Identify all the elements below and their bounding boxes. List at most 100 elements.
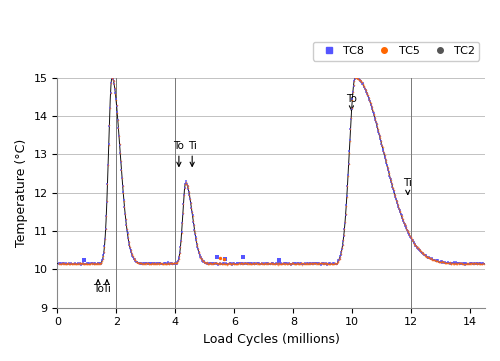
Point [126,245,134,251]
Point [414,245,422,251]
Point [258,260,266,266]
Point [476,260,484,266]
Point [344,173,352,179]
Point [319,261,327,266]
Point [394,203,402,208]
Point [440,260,448,265]
Point [412,243,420,248]
Point [381,156,389,161]
Point [120,204,128,210]
Point [270,261,278,266]
Point [444,260,452,266]
Point [310,260,318,266]
Point [362,87,370,93]
Point [154,260,162,266]
Point [170,260,177,266]
Point [81,261,89,267]
Point [72,261,80,267]
Point [434,259,442,265]
Point [208,260,216,266]
Point [114,117,122,123]
Point [350,78,358,84]
Point [268,261,276,267]
Point [210,261,218,266]
Point [202,260,210,266]
Point [106,91,114,96]
Point [256,261,264,266]
Point [174,259,182,265]
Text: To: To [92,280,104,293]
Point [110,78,118,84]
Point [110,78,118,84]
Point [216,261,224,267]
Point [466,260,474,266]
Point [248,261,256,267]
Point [212,260,220,266]
Point [302,261,310,267]
Point [133,260,141,265]
Point [335,257,343,262]
Point [415,247,423,252]
Point [98,260,106,266]
Point [206,261,214,266]
Point [363,90,371,96]
Point [272,261,280,267]
Point [97,260,105,266]
Point [416,248,424,254]
Point [298,261,306,267]
Point [193,241,201,247]
Point [189,219,197,225]
Point [444,260,452,266]
Point [186,192,194,198]
Point [304,260,312,266]
Point [314,261,322,267]
Point [354,76,362,82]
Point [224,261,232,267]
Point [479,260,487,266]
Point [422,253,430,258]
Point [195,251,203,256]
Point [86,261,94,267]
Point [160,261,168,266]
Point [264,261,272,267]
Point [378,143,386,149]
Point [306,261,314,266]
Point [275,260,283,266]
Point [440,260,448,265]
Point [242,261,250,267]
Point [429,257,437,263]
Point [350,78,358,84]
Point [118,183,126,189]
Point [387,179,395,185]
Point [200,259,207,265]
Point [113,109,121,115]
Point [451,261,459,266]
Point [232,261,239,267]
Point [307,261,315,267]
Point [214,260,222,266]
Point [324,261,332,266]
Point [322,261,330,266]
Point [402,226,410,232]
Point [464,261,471,267]
Point [301,260,309,266]
Point [224,260,232,266]
Point [163,261,171,267]
Point [181,181,189,187]
Point [210,261,218,267]
Point [350,76,358,82]
Point [226,261,234,267]
Point [104,181,112,187]
Point [246,261,254,266]
Point [60,260,68,266]
Point [294,260,302,266]
Point [204,261,212,266]
Point [194,246,202,252]
Point [448,261,456,267]
Point [92,261,100,267]
Point [458,261,466,267]
Point [265,261,273,266]
Point [261,260,269,266]
Point [159,261,167,267]
Point [300,261,308,266]
